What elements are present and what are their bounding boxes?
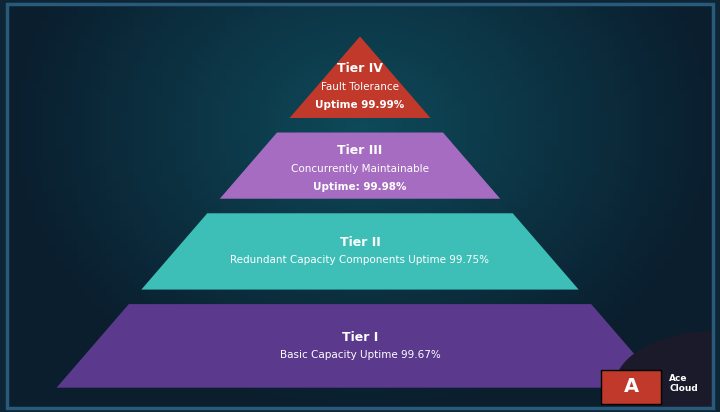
Polygon shape — [614, 331, 713, 412]
Text: Uptime 99.99%: Uptime 99.99% — [315, 100, 405, 110]
Text: A: A — [624, 377, 639, 396]
Polygon shape — [289, 36, 431, 118]
Text: Ace: Ace — [669, 375, 688, 383]
Text: Concurrently Maintainable: Concurrently Maintainable — [291, 164, 429, 174]
Polygon shape — [220, 133, 500, 199]
Text: Redundant Capacity Components Uptime 99.75%: Redundant Capacity Components Uptime 99.… — [230, 255, 490, 265]
Text: Tier III: Tier III — [338, 144, 382, 157]
Text: Tier IV: Tier IV — [337, 62, 383, 75]
Text: Cloud: Cloud — [669, 384, 698, 393]
FancyBboxPatch shape — [601, 370, 661, 404]
Text: Tier I: Tier I — [342, 330, 378, 344]
Polygon shape — [141, 213, 579, 290]
Text: Fault Tolerance: Fault Tolerance — [321, 82, 399, 92]
Text: Uptime: 99.98%: Uptime: 99.98% — [313, 182, 407, 192]
Polygon shape — [57, 304, 663, 388]
Text: Basic Capacity Uptime 99.67%: Basic Capacity Uptime 99.67% — [279, 350, 441, 360]
Text: Tier II: Tier II — [340, 236, 380, 249]
